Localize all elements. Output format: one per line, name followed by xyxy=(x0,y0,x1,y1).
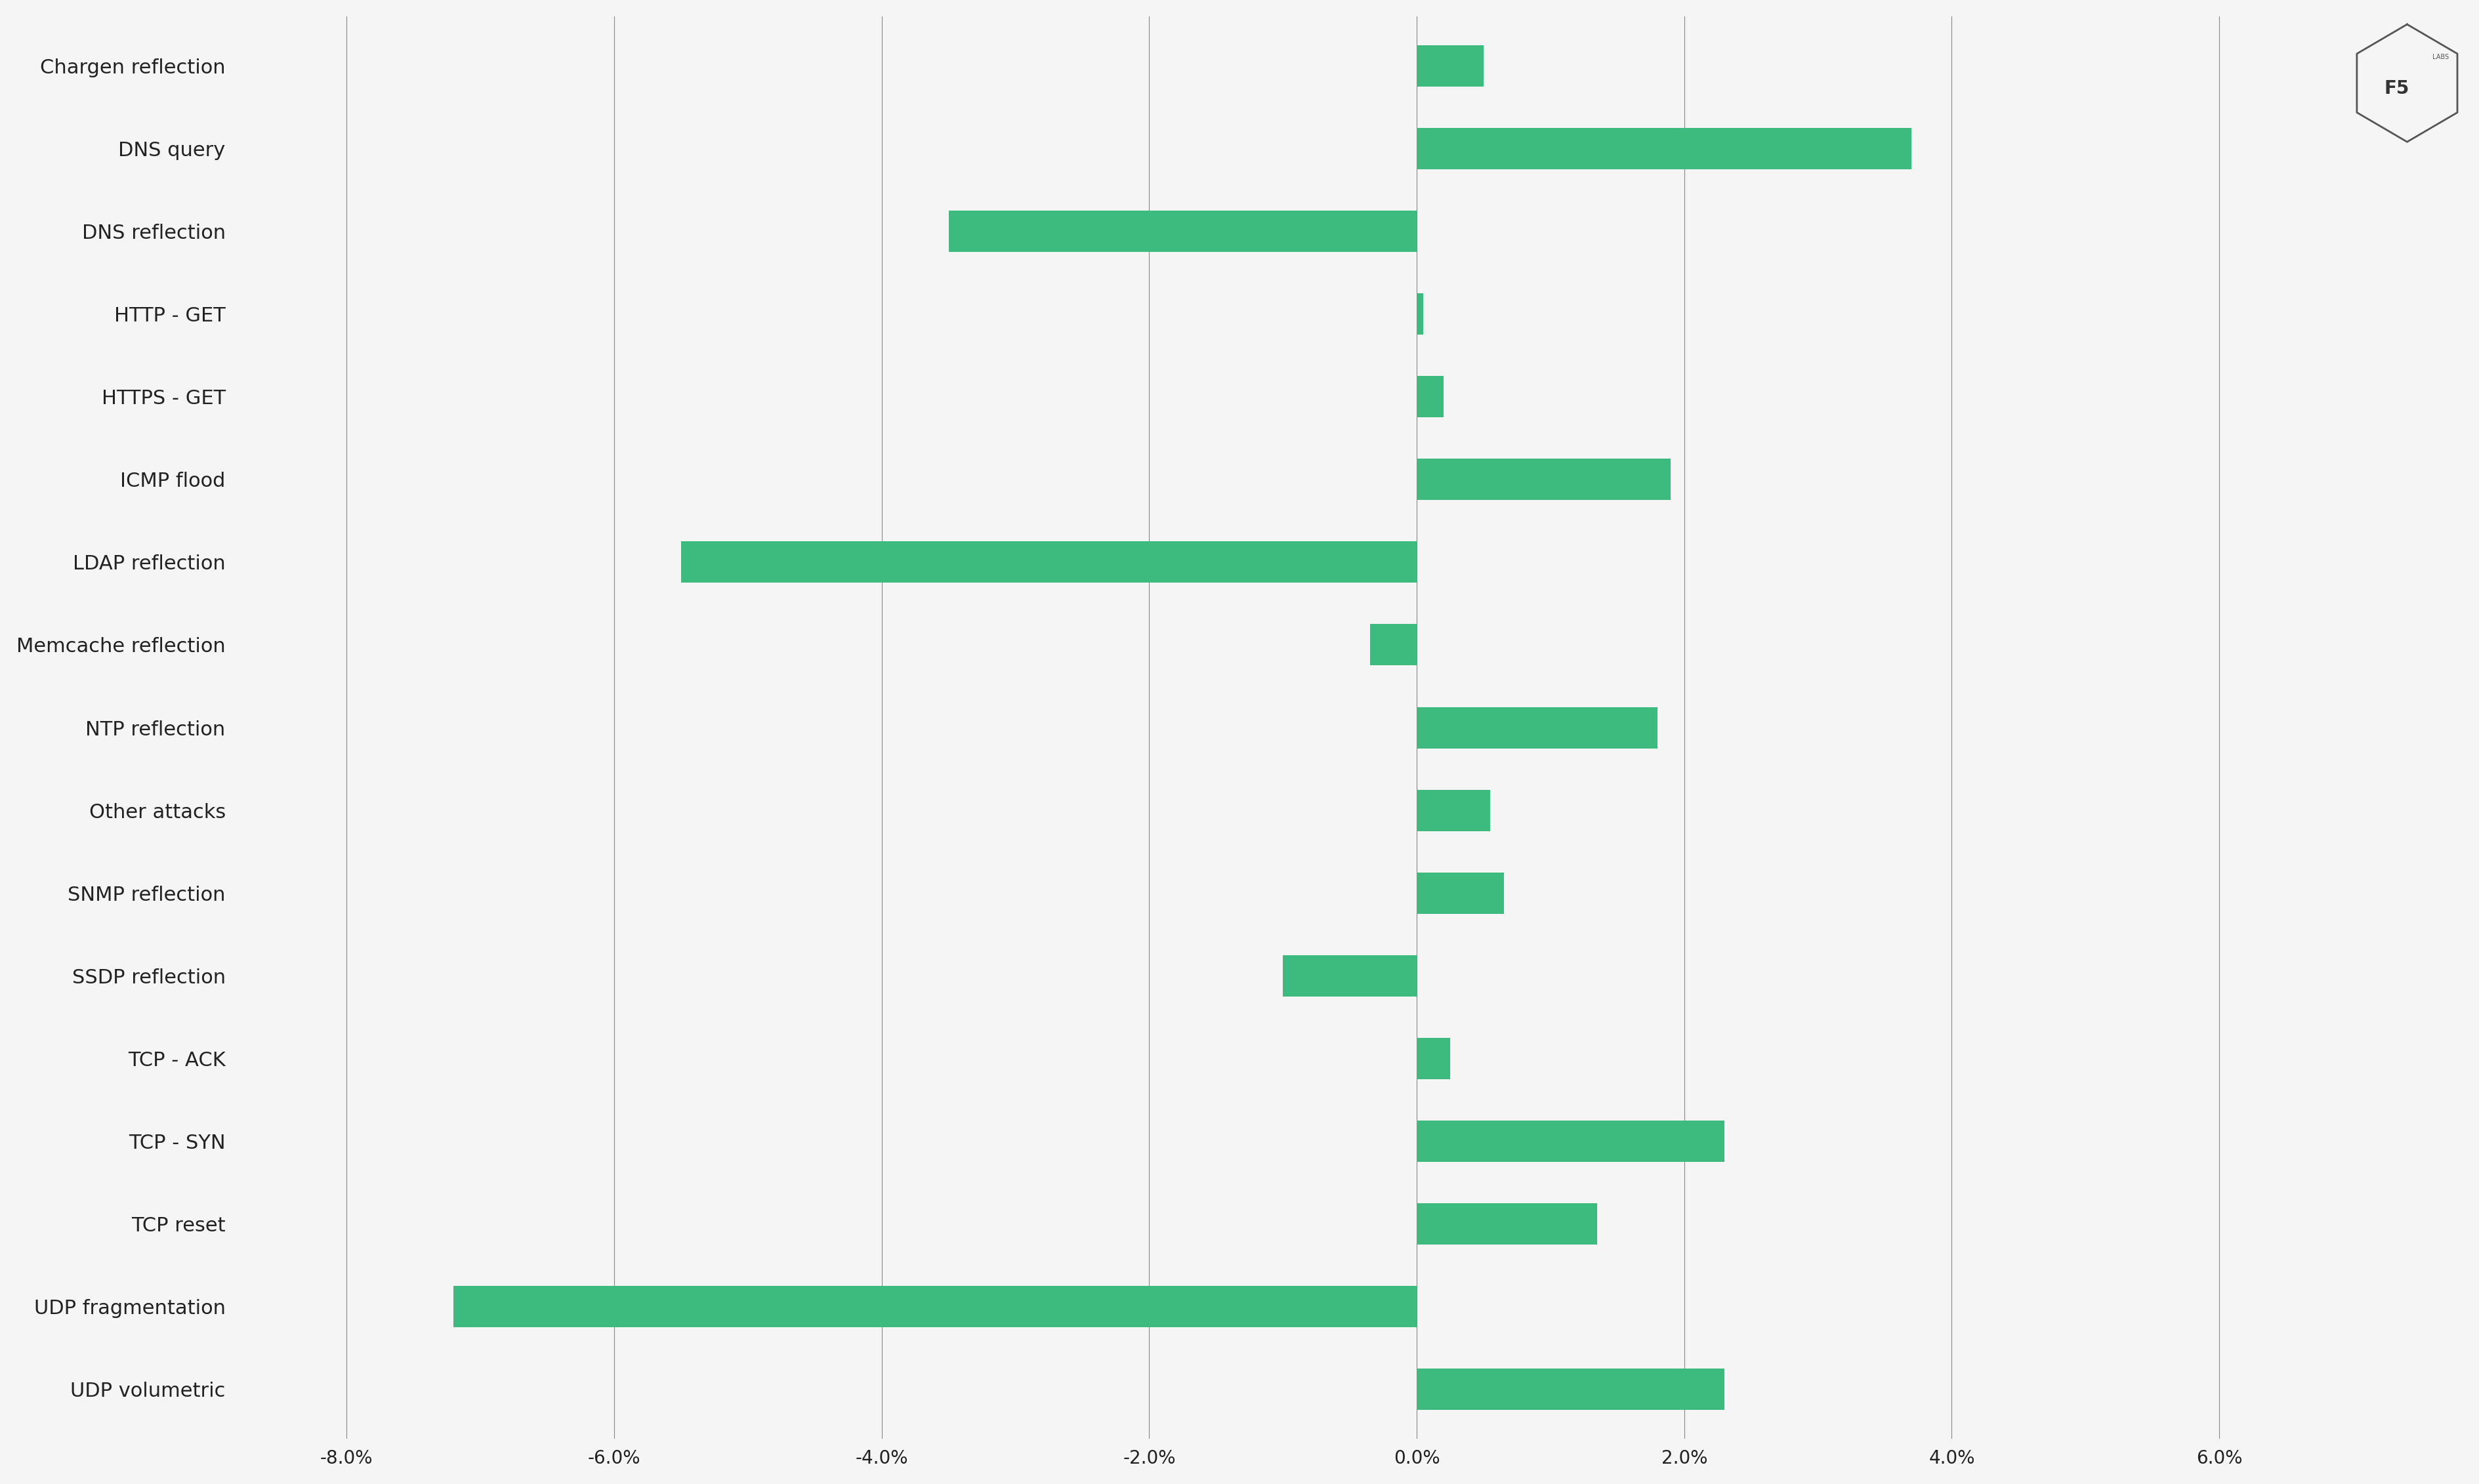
Text: F5: F5 xyxy=(2385,79,2410,98)
Bar xyxy=(1416,1204,1596,1245)
Bar xyxy=(682,542,1416,583)
Bar xyxy=(1416,375,1443,417)
Bar xyxy=(1416,46,1482,86)
Bar xyxy=(454,1285,1416,1327)
Bar xyxy=(1416,1368,1725,1410)
Bar xyxy=(1416,294,1423,335)
Bar xyxy=(1416,128,1911,169)
Bar xyxy=(1284,956,1416,996)
Bar xyxy=(1416,459,1671,500)
Text: LABS: LABS xyxy=(2432,53,2449,61)
Bar xyxy=(1371,625,1416,665)
Bar xyxy=(1416,1037,1450,1079)
Bar xyxy=(949,211,1416,252)
Bar xyxy=(1416,706,1658,748)
Bar xyxy=(1416,873,1505,914)
Bar xyxy=(1416,789,1490,831)
Bar xyxy=(1416,1120,1725,1162)
